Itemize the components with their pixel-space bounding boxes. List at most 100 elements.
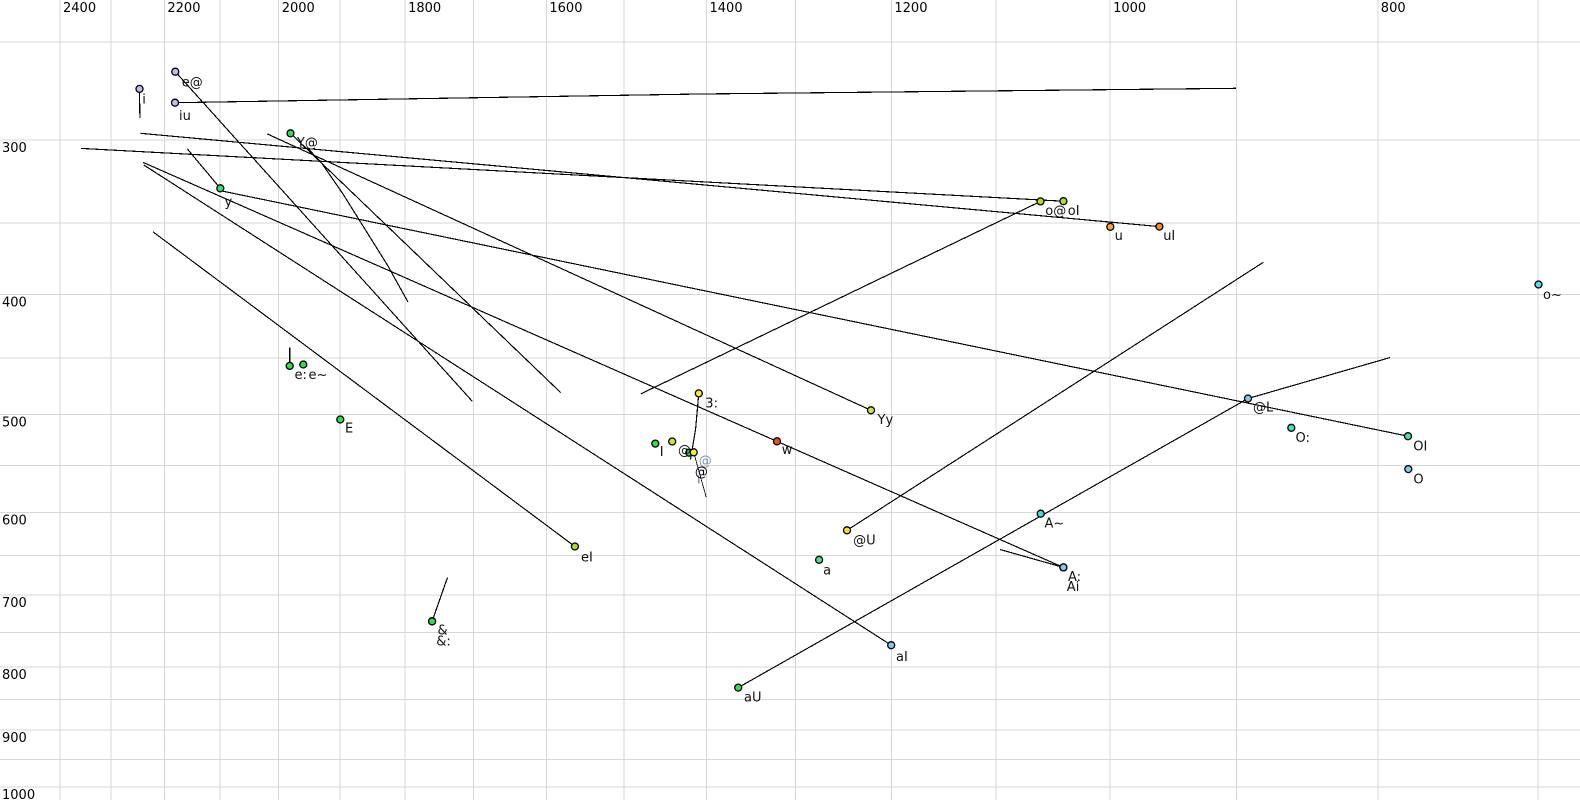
label-3:: 3: <box>705 397 718 412</box>
label-u: u <box>1115 229 1123 244</box>
label-E: E <box>345 422 353 437</box>
y-tick-500: 500 <box>2 415 27 430</box>
label-eI: eI <box>581 551 593 566</box>
vowel-points <box>135 67 1543 692</box>
point-uI[interactable] <box>1155 222 1164 231</box>
point-iu[interactable] <box>170 98 180 107</box>
track-eI <box>152 231 576 547</box>
point-i[interactable] <box>135 84 144 94</box>
point-O[interactable] <box>1404 464 1413 474</box>
track-A: <box>142 161 1064 568</box>
point-E[interactable] <box>336 415 345 424</box>
y-axis-tick-labels: 300 400 500 600 700 800 900 1000 <box>2 141 35 800</box>
point-@a[interactable] <box>668 437 677 446</box>
y-tick-300: 300 <box>2 141 27 156</box>
point-Y@[interactable] <box>286 129 295 138</box>
label-a: a <box>823 563 831 578</box>
point-aU[interactable] <box>734 683 743 692</box>
x-tick-2200: 2200 <box>167 1 200 16</box>
track-Ai <box>999 548 1064 568</box>
y-tick-800: 800 <box>2 668 27 683</box>
point-o@[interactable] <box>1036 197 1045 206</box>
track-Y@ <box>290 132 561 393</box>
label-oI: oI <box>1068 204 1080 219</box>
floating-label-1: @ <box>695 465 708 480</box>
y-tick-1000: 1000 <box>2 788 35 800</box>
track-@U <box>846 261 1264 531</box>
track-aI <box>143 164 892 646</box>
x-tick-1200: 1200 <box>894 1 927 16</box>
label-o@: o@ <box>1045 204 1066 219</box>
y-tick-400: 400 <box>2 296 27 311</box>
track-oI <box>80 147 1064 202</box>
label-&: & <box>438 624 448 639</box>
point-e:[interactable] <box>285 361 294 371</box>
x-tick-2000: 2000 <box>282 1 315 16</box>
track-OI <box>221 190 1409 437</box>
label-A~: A~ <box>1045 517 1065 532</box>
track-Yy <box>266 133 872 411</box>
label-o~: o~ <box>1543 288 1562 303</box>
point-y[interactable] <box>216 184 225 193</box>
point-e~[interactable] <box>299 360 308 369</box>
label-@a: @ <box>678 444 691 459</box>
label-Yy: Yy <box>877 413 894 428</box>
label-@U: @U <box>853 533 876 548</box>
point-a[interactable] <box>814 555 824 564</box>
point-&:[interactable] <box>427 617 437 626</box>
label-aU: aU <box>744 690 761 705</box>
track-@c <box>693 452 707 498</box>
track-uI <box>140 132 1160 228</box>
label-Ai: Ai <box>1067 580 1080 595</box>
point-oI[interactable] <box>1059 197 1068 206</box>
point-I[interactable] <box>651 439 660 448</box>
label-Y@: Y@ <box>296 136 318 151</box>
x-tick-1400: 1400 <box>710 1 743 16</box>
label-&:: &: <box>436 634 451 649</box>
track-& <box>431 577 449 622</box>
point-Ai[interactable] <box>1059 563 1068 572</box>
y-tick-600: 600 <box>2 513 27 528</box>
x-axis-tick-labels: 2400 2200 2000 1800 1600 1400 1200 1000 800 <box>63 1 1406 16</box>
vowel-labels: i iu e@ y Y@ e: e~ EeI &&: 3: I @ w Yy a @U aU aI A:Ai A~ o@… <box>142 76 1562 706</box>
label-w: w <box>782 443 793 458</box>
label-@L: @L <box>1253 400 1274 415</box>
point-3:[interactable] <box>694 389 703 398</box>
y-tick-900: 900 <box>2 731 27 746</box>
label-O: O <box>1413 473 1423 488</box>
point-A~[interactable] <box>1036 509 1045 518</box>
label-OI: OI <box>1413 439 1427 454</box>
point-e@[interactable] <box>171 67 180 76</box>
point-@U[interactable] <box>842 526 852 535</box>
label-O:: O: <box>1296 431 1310 446</box>
x-tick-1000: 1000 <box>1113 1 1146 16</box>
point-@c[interactable] <box>689 448 698 457</box>
floating-label-0: @ <box>699 454 712 469</box>
label-uI: uI <box>1163 229 1175 244</box>
point-Yy[interactable] <box>866 406 876 415</box>
point-u[interactable] <box>1106 222 1115 231</box>
point-O:[interactable] <box>1287 423 1296 432</box>
x-tick-2400: 2400 <box>63 1 96 16</box>
label-e:: e: <box>295 368 307 383</box>
track-o@ <box>640 200 1041 395</box>
y-tick-700: 700 <box>2 596 27 611</box>
track-y <box>186 148 221 189</box>
point-OI[interactable] <box>1403 432 1413 441</box>
label-i: i <box>142 92 146 107</box>
label-aI: aI <box>896 650 908 665</box>
label-iu: iu <box>179 109 191 124</box>
point-@L[interactable] <box>1243 394 1253 403</box>
label-e@: e@ <box>182 76 203 91</box>
x-tick-1800: 1800 <box>408 1 441 16</box>
point-eI[interactable] <box>570 542 580 551</box>
track-Y@-2 <box>307 148 409 303</box>
point-o~[interactable] <box>1534 280 1543 289</box>
point-w[interactable] <box>772 437 782 446</box>
x-tick-1600: 1600 <box>549 1 582 16</box>
track-e@ <box>174 71 473 402</box>
point-aI[interactable] <box>887 641 896 650</box>
